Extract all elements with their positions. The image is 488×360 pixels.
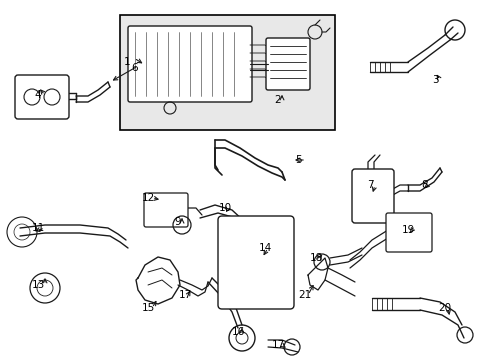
Text: 18: 18	[309, 253, 322, 263]
FancyBboxPatch shape	[385, 213, 431, 252]
FancyBboxPatch shape	[143, 193, 187, 227]
Text: 10: 10	[218, 203, 231, 213]
Text: 16: 16	[231, 327, 244, 337]
Text: 15: 15	[141, 303, 154, 313]
Text: 3: 3	[431, 75, 437, 85]
Text: 8: 8	[421, 180, 427, 190]
Text: 14: 14	[258, 243, 271, 253]
Text: 2: 2	[274, 95, 281, 105]
Text: 1: 1	[123, 57, 130, 67]
Text: 7: 7	[366, 180, 372, 190]
Text: 19: 19	[401, 225, 414, 235]
Text: 21: 21	[298, 290, 311, 300]
Text: 17: 17	[271, 340, 284, 350]
Text: 12: 12	[141, 193, 154, 203]
Text: 17: 17	[178, 290, 191, 300]
Text: 5: 5	[294, 155, 301, 165]
Bar	[120, 15, 334, 130]
FancyBboxPatch shape	[128, 26, 251, 102]
FancyBboxPatch shape	[265, 38, 309, 90]
FancyBboxPatch shape	[351, 169, 393, 223]
Text: 9: 9	[174, 217, 181, 227]
Text: 13: 13	[31, 280, 44, 290]
FancyBboxPatch shape	[218, 216, 293, 309]
Text: 20: 20	[438, 303, 450, 313]
Text: 11: 11	[31, 223, 44, 233]
FancyBboxPatch shape	[15, 75, 69, 119]
Text: 6: 6	[131, 63, 138, 73]
Text: 4: 4	[35, 90, 41, 100]
